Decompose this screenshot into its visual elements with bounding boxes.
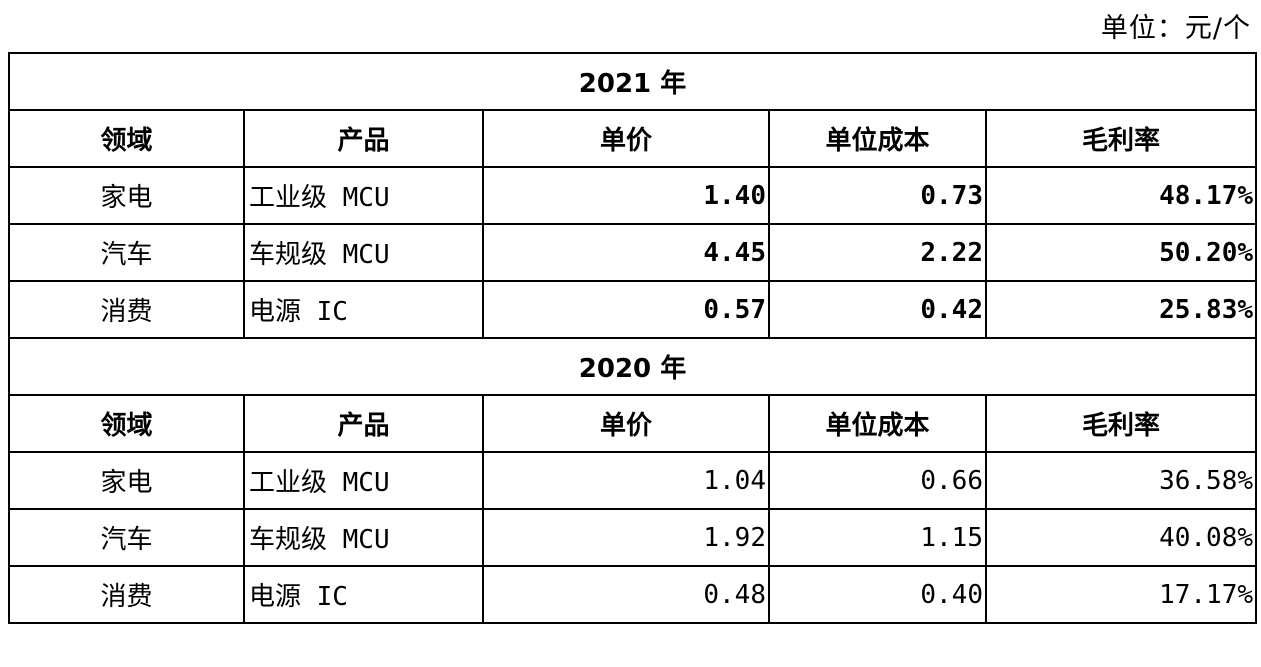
data-cell: 0.57	[482, 280, 770, 339]
data-cell: 汽车	[8, 508, 245, 567]
unit-label: 单位：元/个	[1100, 13, 1251, 44]
data-cell: 车规级 MCU	[243, 508, 484, 567]
data-cell: 电源 IC	[243, 280, 484, 339]
section-title-row: 2020 年	[8, 337, 1257, 396]
data-cell: 50.20%	[985, 223, 1257, 282]
data-cell: 1.04	[482, 451, 770, 510]
data-cell: 0.73	[768, 166, 987, 225]
header-row: 领域 产品 单价 单位成本 毛利率	[8, 109, 1257, 168]
data-cell: 消费	[8, 565, 245, 624]
data-row: 汽车 车规级 MCU 1.92 1.15 40.08%	[8, 508, 1257, 567]
table-body: 2021 年领域 产品 单价 单位成本 毛利率 家电 工业级 MCU 1.40 0.73 48.1…	[8, 52, 1257, 624]
data-row: 家电 工业级 MCU 1.04 0.66 36.58%	[8, 451, 1257, 510]
data-cell: 家电	[8, 166, 245, 225]
data-table: 2021 年领域 产品 单价 单位成本 毛利率 家电 工业级 MCU 1.40 0.73 48.1…	[8, 52, 1257, 624]
header-row: 领域 产品 单价 单位成本 毛利率	[8, 394, 1257, 453]
header-cell: 单位成本	[768, 394, 987, 453]
section-title: 2021 年	[8, 52, 1257, 111]
data-row: 汽车 车规级 MCU 4.45 2.22 50.20%	[8, 223, 1257, 282]
data-cell: 0.66	[768, 451, 987, 510]
data-cell: 0.42	[768, 280, 987, 339]
header-cell: 产品	[243, 394, 484, 453]
data-cell: 1.40	[482, 166, 770, 225]
section-title-row: 2021 年	[8, 52, 1257, 111]
data-cell: 1.92	[482, 508, 770, 567]
data-cell: 家电	[8, 451, 245, 510]
data-cell: 25.83%	[985, 280, 1257, 339]
data-cell: 汽车	[8, 223, 245, 282]
data-cell: 4.45	[482, 223, 770, 282]
header-cell: 毛利率	[985, 109, 1257, 168]
data-cell: 17.17%	[985, 565, 1257, 624]
data-cell: 电源 IC	[243, 565, 484, 624]
data-cell: 48.17%	[985, 166, 1257, 225]
data-cell: 1.15	[768, 508, 987, 567]
data-row: 家电 工业级 MCU 1.40 0.73 48.17%	[8, 166, 1257, 225]
data-cell: 36.58%	[985, 451, 1257, 510]
data-cell: 2.22	[768, 223, 987, 282]
header-cell: 领域	[8, 394, 245, 453]
header-cell: 单价	[482, 109, 770, 168]
data-cell: 车规级 MCU	[243, 223, 484, 282]
data-row: 消费 电源 IC 0.57 0.42 25.83%	[8, 280, 1257, 339]
data-cell: 工业级 MCU	[243, 166, 484, 225]
section-title: 2020 年	[8, 337, 1257, 396]
data-row: 消费 电源 IC 0.48 0.40 17.17%	[8, 565, 1257, 624]
data-cell: 消费	[8, 280, 245, 339]
header-cell: 产品	[243, 109, 484, 168]
header-cell: 单位成本	[768, 109, 987, 168]
data-cell: 工业级 MCU	[243, 451, 484, 510]
data-cell: 40.08%	[985, 508, 1257, 567]
data-cell: 0.48	[482, 565, 770, 624]
header-cell: 单价	[482, 394, 770, 453]
header-cell: 领域	[8, 109, 245, 168]
data-cell: 0.40	[768, 565, 987, 624]
header-cell: 毛利率	[985, 394, 1257, 453]
